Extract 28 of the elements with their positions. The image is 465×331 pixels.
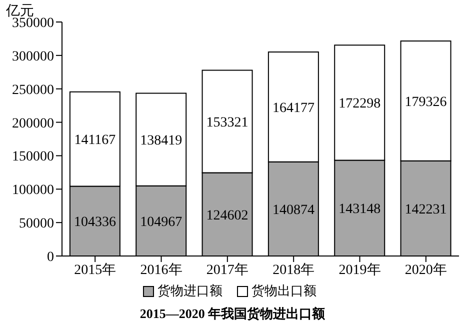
data-label: 141167 [74,133,116,148]
y-tick-label: 100000 [12,183,54,198]
legend-label: 货物进口额 [156,282,222,300]
data-label: 104336 [74,215,116,230]
data-label: 104967 [140,214,182,230]
text: 2015—2020 年我国货物进出口额 [138,305,326,323]
data-label: 172298 [338,96,381,112]
data-label: 143148 [338,202,381,218]
x-tick-label: 2016年 [140,262,182,278]
x-tick-label: 2017年 [206,262,248,278]
data-label: 164177 [272,100,314,116]
x-tick-label: 2018年 [272,262,315,278]
y-tick-label: 150000 [12,150,54,165]
x-tick-label: 2020年 [404,262,447,278]
y-tick-label: 200000 [12,116,54,132]
x-tick-label: 2019年 [338,262,381,278]
data-label: 124602 [206,208,248,224]
y-tick-label: 300000 [12,49,54,64]
x-tick-label: 2015年 [74,262,116,278]
data-label: 179326 [404,94,447,110]
legend-label: 货物出口额 [250,282,316,300]
data-label: 142231 [404,202,447,218]
data-label: 153321 [206,115,248,130]
data-label: 138419 [140,134,182,149]
y-tick-label: 0 [47,250,54,265]
y-tick-label: 250000 [12,82,54,98]
data-label: 140874 [272,202,314,218]
y-tick-label: 50000 [19,216,54,232]
